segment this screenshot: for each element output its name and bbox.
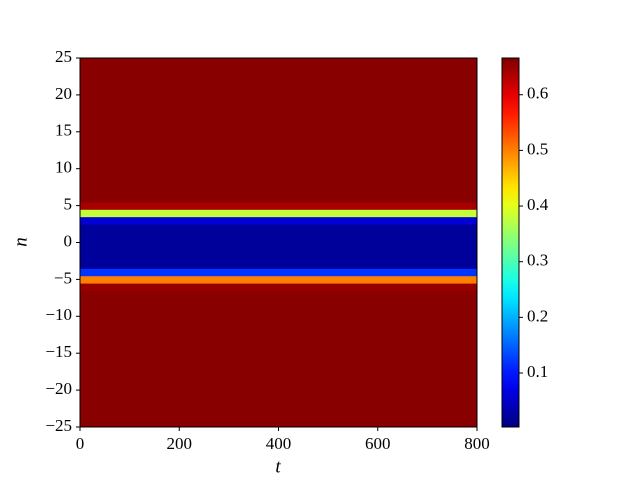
heatmap-cell <box>80 401 477 410</box>
heatmap-cell <box>80 238 477 247</box>
y-tick-label: 20 <box>55 84 72 103</box>
heatmap-cell <box>80 342 477 351</box>
heatmap-cell <box>80 224 477 232</box>
y-tick-label: −15 <box>45 342 72 361</box>
y-tick-label: 15 <box>55 121 72 140</box>
heatmap-cell <box>80 297 477 306</box>
heatmap-cell <box>80 379 477 387</box>
heatmap-cell <box>80 283 477 291</box>
heatmap-cell <box>80 356 477 365</box>
x-tick-label: 200 <box>167 434 193 453</box>
heatmap-cell <box>80 275 477 284</box>
y-tick-label: 0 <box>64 231 73 250</box>
heatmap-cell <box>80 165 477 173</box>
heatmap-cell <box>80 319 477 328</box>
heatmap-cell <box>80 305 477 314</box>
heatmap-cell <box>80 408 477 417</box>
colorbar-tick-label: 0.5 <box>527 139 548 158</box>
heatmap-cell <box>80 253 477 262</box>
heatmap-cell <box>80 150 477 159</box>
colorbar-tick-label: 0.4 <box>527 195 549 214</box>
heatmap-cell <box>80 386 477 395</box>
heatmap-cell <box>80 371 477 380</box>
colorbar-tick-label: 0.2 <box>527 306 548 325</box>
x-axis-label: t <box>275 456 281 477</box>
heatmap-cell <box>80 113 477 122</box>
y-tick-label: 10 <box>55 158 72 177</box>
heatmap-cell <box>80 268 477 277</box>
y-tick-label: −25 <box>45 416 72 435</box>
heatmap-cell <box>80 135 477 144</box>
heatmap-cell <box>80 187 477 196</box>
heatmap-cell <box>80 393 477 402</box>
heatmap-cell <box>80 128 477 136</box>
heatmap-cell <box>80 201 477 210</box>
heatmap-cell <box>80 157 477 166</box>
heatmap-cell <box>80 334 477 343</box>
heatmap-cell <box>80 423 477 428</box>
x-tick-label: 800 <box>464 434 490 453</box>
heatmap-cell <box>80 98 477 107</box>
y-tick-label: −5 <box>54 268 72 287</box>
heatmap-cell <box>80 231 477 240</box>
heatmap-cell <box>80 83 477 92</box>
heatmap-cell <box>80 61 477 70</box>
colorbar-tick-label: 0.3 <box>527 251 548 270</box>
heatmap-cell <box>80 91 477 100</box>
colorbar-tick-label: 0.6 <box>527 84 548 103</box>
y-tick-label: −20 <box>45 379 72 398</box>
heatmap-cell <box>80 415 477 424</box>
heatmap-cell <box>80 312 477 321</box>
heatmap-cell <box>80 194 477 203</box>
x-tick-label: 0 <box>76 434 85 453</box>
heatmap-cell <box>80 58 477 63</box>
heatmap-cell <box>80 216 477 225</box>
y-tick-label: 25 <box>55 47 72 66</box>
heatmap-cell <box>80 69 477 77</box>
y-tick-label: −10 <box>45 305 72 324</box>
heatmap-cell <box>80 172 477 181</box>
y-tick-label: 5 <box>64 195 73 214</box>
heatmap-cell <box>80 327 477 336</box>
heatmap-cell <box>80 76 477 85</box>
heatmap-cell <box>80 290 477 299</box>
heatmap-cell <box>80 179 477 188</box>
heatmap-cell <box>80 349 477 358</box>
x-tick-label: 400 <box>266 434 292 453</box>
y-axis-label: n <box>10 237 31 247</box>
heatmap-cell <box>80 364 477 373</box>
heatmap-cell <box>80 260 477 269</box>
heatmap-cell <box>80 209 477 218</box>
x-tick-label: 600 <box>365 434 391 453</box>
heatmap-cell <box>80 120 477 129</box>
heatmap-cell <box>80 142 477 151</box>
colorbar <box>501 57 520 428</box>
colorbar-tick-label: 0.1 <box>527 362 548 381</box>
heatmap-cell <box>80 105 477 114</box>
heatmap-cell <box>80 246 477 255</box>
